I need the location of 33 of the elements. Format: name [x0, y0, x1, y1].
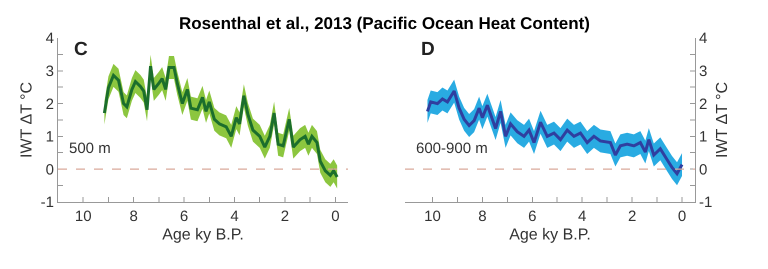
y-tick-label: 3 — [46, 63, 54, 80]
x-tick-label: 6 — [180, 208, 188, 225]
y2-axis-title: IWT ΔT °C — [714, 82, 732, 158]
y2-tick-label: 4 — [699, 30, 708, 48]
y-tick-label: 4 — [46, 30, 54, 48]
x-tick-label: 2 — [628, 208, 636, 225]
y-tick-label: 0 — [46, 161, 54, 178]
y-tick-label: 2 — [46, 96, 54, 113]
x-tick-label: 8 — [129, 208, 138, 225]
x-tick-label: 0 — [331, 208, 340, 225]
x-tick-label: 2 — [280, 208, 290, 225]
y-axis-title: IWT ΔT °C — [18, 82, 36, 158]
x-tick-label: 10 — [424, 208, 441, 225]
text: Rosenthal et al., 2013 (Pacific Ocean Heat Content) — [179, 14, 590, 33]
y2-tick-label: 1 — [699, 128, 708, 146]
y2-tick-label: 2 — [699, 96, 708, 113]
y2-tick-label: -1 — [699, 194, 712, 212]
annotation: D — [421, 39, 435, 60]
x-tick-label: 6 — [528, 208, 536, 225]
x-tick-label: 8 — [478, 208, 487, 225]
y2-tick-label: 3 — [699, 63, 708, 80]
x-axis-title: Age ky B.P. — [162, 226, 244, 244]
x-axis-title: Age ky B.P. — [509, 226, 591, 244]
x-tick-label: 4 — [578, 208, 586, 225]
x-tick-label: 10 — [74, 208, 92, 225]
y-tick-label: -1 — [40, 194, 54, 212]
y2-tick-label: 0 — [699, 161, 708, 178]
x-tick-label: 0 — [678, 208, 686, 225]
y-tick-label: 1 — [46, 128, 54, 146]
annotation: 600-900 m — [416, 140, 488, 157]
annotation: 500 m — [69, 140, 111, 157]
annotation: C — [74, 39, 88, 60]
x-tick-label: 4 — [230, 208, 239, 225]
